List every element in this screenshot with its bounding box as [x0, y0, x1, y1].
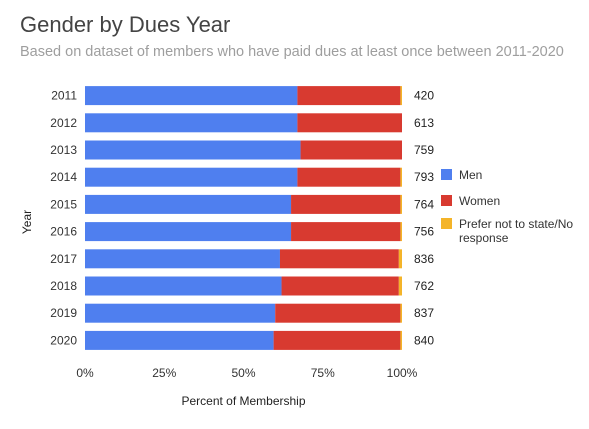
y-tick-label: 2012 [50, 116, 77, 130]
y-tick-label: 2011 [51, 89, 77, 103]
bar-segment-men [85, 167, 298, 187]
bar-segment-prefer-not-to-state-no-response [398, 276, 402, 296]
bar-segment-women [300, 140, 402, 160]
total-count-label: 793 [414, 170, 434, 184]
total-count-label: 759 [414, 143, 434, 157]
legend-label: Men [459, 168, 482, 182]
x-axis-title: Percent of Membership [181, 394, 305, 408]
bar-segment-women [297, 113, 402, 133]
total-count-label: 836 [414, 252, 434, 266]
bar-segment-men [85, 194, 292, 214]
bar-segment-women [275, 303, 401, 323]
total-count-label: 756 [414, 225, 434, 239]
bar-segment-women [297, 86, 401, 106]
bar-segment-women [273, 330, 401, 350]
total-count-label: 420 [414, 89, 434, 103]
bar-segment-men [85, 303, 276, 323]
y-tick-label: 2015 [50, 197, 77, 211]
bar-segment-prefer-not-to-state-no-response [400, 167, 402, 187]
total-count-label: 840 [414, 333, 434, 347]
x-tick-label: 0% [76, 366, 94, 380]
bar-segment-men [85, 222, 292, 242]
chart-title: Gender by Dues Year [20, 12, 231, 37]
total-count-label: 764 [414, 197, 434, 211]
bar-segment-men [85, 113, 298, 133]
x-tick-label: 100% [387, 366, 418, 380]
bar-segment-women [281, 276, 399, 296]
legend-label: Prefer not to state/No response [459, 217, 573, 245]
legend-swatch [441, 195, 452, 206]
bar-segment-prefer-not-to-state-no-response [400, 86, 402, 106]
y-tick-label: 2013 [50, 143, 77, 157]
bar-segment-women [297, 167, 401, 187]
bar-segment-prefer-not-to-state-no-response [398, 249, 402, 269]
legend-label: Women [459, 194, 500, 208]
y-tick-label: 2014 [50, 170, 77, 184]
bar-segment-men [85, 140, 301, 160]
bar-segment-men [85, 249, 280, 269]
y-tick-label: 2019 [50, 306, 77, 320]
y-tick-label: 2020 [50, 333, 77, 347]
total-count-label: 613 [414, 116, 434, 130]
bar-segment-women [291, 194, 401, 214]
bar-segment-men [85, 330, 274, 350]
bar-segment-prefer-not-to-state-no-response [400, 194, 402, 214]
x-tick-label: 50% [231, 366, 255, 380]
x-tick-label: 25% [152, 366, 176, 380]
total-count-label: 762 [414, 279, 434, 293]
total-count-label: 837 [414, 306, 434, 320]
y-tick-label: 2018 [50, 279, 77, 293]
bar-segment-prefer-not-to-state-no-response [400, 330, 402, 350]
bar-segment-women [291, 222, 401, 242]
legend-swatch [441, 218, 452, 229]
bar-segment-men [85, 276, 282, 296]
y-tick-label: 2017 [50, 252, 77, 266]
x-tick-label: 75% [311, 366, 335, 380]
bar-segment-prefer-not-to-state-no-response [400, 303, 402, 323]
chart-subtitle: Based on dataset of members who have pai… [20, 44, 564, 60]
y-axis-title: Year [20, 210, 34, 234]
bar-segment-men [85, 86, 298, 106]
legend-swatch [441, 169, 452, 180]
bar-segment-women [279, 249, 399, 269]
y-tick-label: 2016 [50, 225, 77, 239]
bar-segment-prefer-not-to-state-no-response [400, 222, 402, 242]
